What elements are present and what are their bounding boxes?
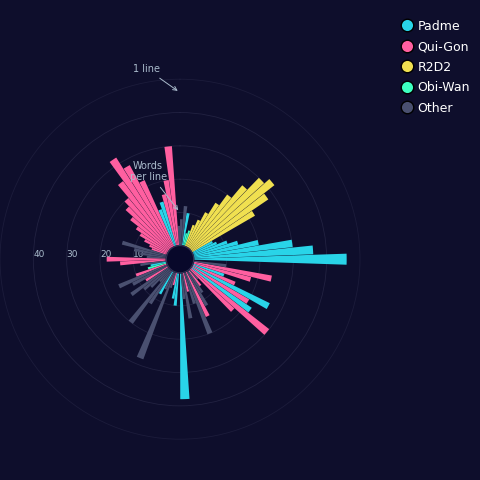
Bar [130,217,170,251]
Bar [118,264,168,288]
Bar [184,230,190,247]
Bar [159,202,176,247]
Bar [164,180,178,246]
Bar [187,270,204,293]
Bar [134,248,167,257]
Bar [188,194,231,249]
Bar [150,262,167,266]
Bar [185,271,210,317]
Bar [136,227,169,252]
Bar [183,233,187,246]
Bar [152,248,168,255]
Bar [162,194,177,246]
Bar [124,198,171,250]
Bar [147,256,167,259]
Bar [150,268,171,288]
Bar [191,211,255,252]
Bar [185,220,200,247]
Bar [137,271,175,360]
Bar [174,273,179,306]
Bar [165,271,175,289]
Bar [192,242,217,254]
Bar [132,265,168,286]
Bar [126,206,171,250]
Bar [140,261,167,266]
Bar [181,273,185,299]
Bar [184,272,196,304]
Bar [192,240,228,255]
Bar [189,185,247,250]
Bar [192,264,224,276]
Bar [149,245,168,254]
Legend: Padme, Qui-Gon, R2D2, Obi-Wan, Other: Padme, Qui-Gon, R2D2, Obi-Wan, Other [400,16,474,119]
Bar [191,267,252,312]
Bar [193,245,313,259]
Bar [182,272,192,319]
Bar [140,233,169,252]
Bar [193,253,347,265]
Bar [107,257,167,262]
Bar [158,209,175,247]
Bar [172,272,178,299]
Bar [188,269,202,286]
Bar [130,267,169,296]
Bar [187,203,219,248]
Bar [183,272,189,292]
Bar [180,219,183,246]
Bar [192,241,213,253]
Bar [159,269,171,282]
Bar [185,225,195,247]
Bar [122,241,168,256]
Bar [129,269,172,324]
Bar [186,212,208,248]
Bar [192,241,238,256]
Bar [148,263,168,269]
Bar [143,267,170,290]
Bar [181,206,187,246]
Polygon shape [167,246,193,273]
Bar [120,260,167,265]
Bar [180,273,190,399]
Bar [191,266,249,304]
Bar [145,266,169,281]
Bar [140,180,175,247]
Bar [191,193,268,252]
Bar [193,240,293,258]
Bar [190,267,269,335]
Bar [186,271,208,306]
Bar [185,271,213,335]
Bar [109,157,173,248]
Bar [193,261,227,267]
Bar [170,272,176,288]
Bar [182,213,190,246]
Bar [192,265,270,309]
Bar [178,226,180,246]
Bar [136,264,168,276]
Bar [140,252,167,258]
Bar [193,240,259,257]
Bar [159,271,174,295]
Bar [192,263,251,282]
Bar [190,179,275,251]
Bar [192,264,236,286]
Bar [193,262,272,282]
Bar [189,178,264,250]
Bar [149,270,173,304]
Bar [124,165,174,248]
Text: 1 line: 1 line [133,64,177,90]
Text: Words
per line: Words per line [130,161,178,209]
Bar [189,268,234,312]
Bar [144,239,168,253]
Bar [189,269,199,279]
Bar [173,272,177,285]
Bar [118,181,172,249]
Bar [165,146,179,246]
